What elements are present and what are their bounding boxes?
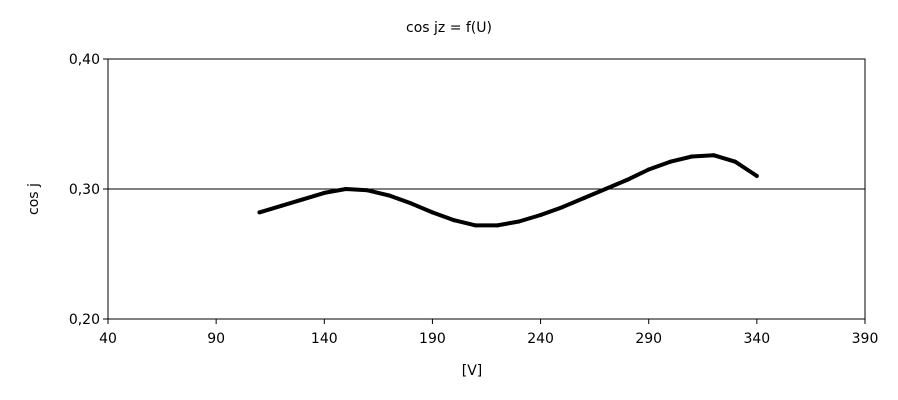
x-tick-label: 240	[527, 331, 554, 347]
data-point	[408, 201, 413, 206]
data-points	[257, 153, 759, 228]
data-point	[516, 219, 521, 224]
data-point	[603, 187, 608, 191]
data-point	[343, 187, 348, 191]
data-point	[300, 197, 305, 202]
data-point	[733, 159, 738, 164]
data-point	[279, 203, 284, 208]
data-point	[646, 167, 651, 172]
data-point	[387, 193, 392, 198]
data-point	[711, 153, 716, 158]
y-tick-label: 0,20	[69, 312, 100, 328]
x-tick-label: 190	[419, 331, 446, 347]
data-point	[430, 210, 435, 215]
data-point	[257, 210, 262, 215]
x-tick-labels: 40 90 140 190 240 290 340 390	[99, 331, 878, 347]
data-point	[668, 159, 673, 164]
y-axis-label: cos j	[26, 183, 42, 215]
data-point	[560, 205, 565, 210]
y-tick-label: 0,30	[69, 182, 100, 198]
data-point	[581, 196, 586, 201]
series-line	[258, 153, 759, 228]
x-axis-label: [V]	[462, 363, 483, 379]
x-tick-label: 340	[743, 331, 770, 347]
data-point	[754, 174, 759, 178]
data-point	[495, 223, 500, 228]
data-point	[473, 223, 478, 228]
data-point	[365, 188, 370, 193]
y-tick-label: 0,40	[69, 52, 100, 68]
data-point	[538, 213, 543, 217]
chart-title: cos jz = f(U)	[406, 20, 492, 36]
x-tick-label: 390	[852, 331, 879, 347]
data-point	[689, 154, 694, 159]
x-tick-label: 40	[99, 331, 117, 347]
x-tick-label: 290	[635, 331, 662, 347]
x-tick-label: 140	[311, 331, 338, 347]
y-tick-labels: 0,20 0,30 0,40	[69, 52, 100, 328]
tick-marks	[103, 58, 866, 324]
x-tick-label: 90	[207, 331, 225, 347]
data-point	[452, 218, 457, 223]
data-point	[625, 177, 630, 182]
data-point	[322, 190, 327, 195]
